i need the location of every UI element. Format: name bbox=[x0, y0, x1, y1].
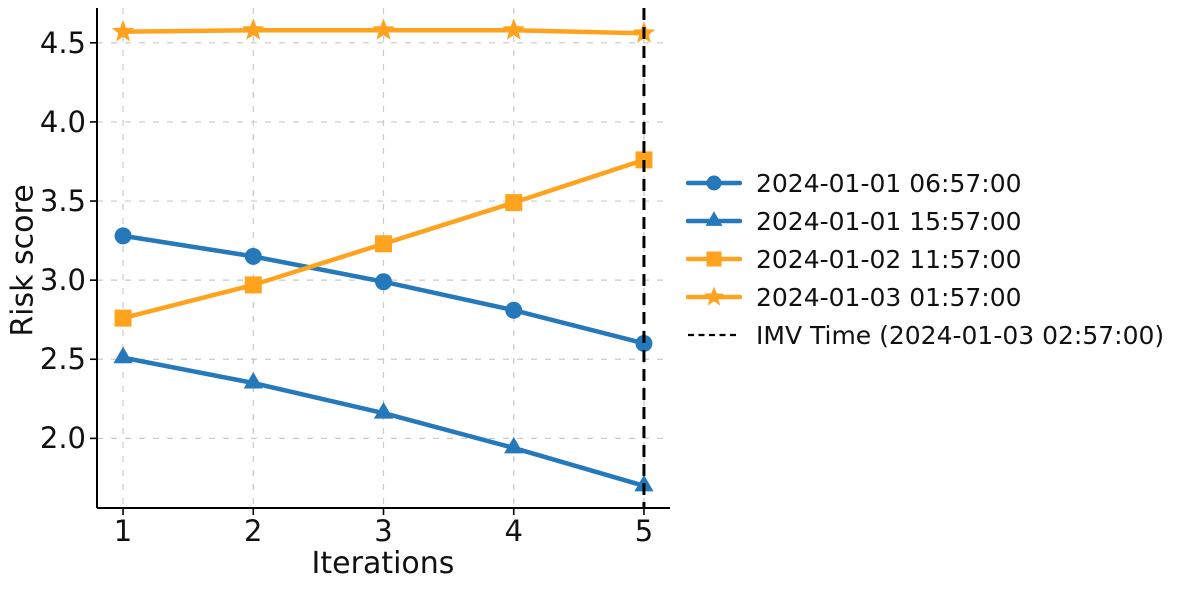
legend: 2024-01-01 06:57:00 2024-01-01 15:57:00 20… bbox=[686, 164, 1164, 354]
series-square bbox=[114, 151, 653, 327]
circle-marker bbox=[505, 301, 523, 319]
legend-sample-triangle bbox=[686, 211, 742, 226]
square-marker bbox=[706, 251, 722, 267]
legend-label: 2024-01-01 15:57:00 bbox=[756, 206, 1022, 236]
triangle-marker bbox=[113, 346, 133, 364]
legend-sample-star bbox=[686, 286, 742, 306]
legend-sample-square bbox=[686, 251, 742, 267]
x-tick-label: 3 bbox=[374, 514, 393, 548]
x-tick-label: 1 bbox=[113, 514, 133, 548]
x-tick-label: 4 bbox=[504, 514, 523, 548]
square-marker bbox=[244, 276, 262, 294]
legend-item-star: 2024-01-03 01:57:00 bbox=[686, 278, 1164, 316]
square-marker bbox=[505, 194, 523, 212]
x-tick-label: 2 bbox=[244, 514, 263, 548]
triangle-marker bbox=[243, 371, 263, 389]
x-axis-label: Iterations bbox=[311, 546, 455, 581]
square-marker bbox=[114, 309, 132, 327]
legend-item-imv-time: IMV Time (2024-01-03 02:57:00) bbox=[686, 316, 1164, 354]
legend-label: 2024-01-03 01:57:00 bbox=[756, 282, 1022, 312]
square-marker bbox=[375, 235, 392, 253]
square-marker bbox=[635, 151, 653, 169]
triangle-marker bbox=[705, 211, 723, 226]
star-marker bbox=[704, 286, 724, 306]
legend-item-square: 2024-01-02 11:57:00 bbox=[686, 240, 1164, 278]
legend-label: IMV Time (2024-01-03 02:57:00) bbox=[756, 320, 1165, 350]
star-marker bbox=[111, 19, 135, 42]
y-tick-label: 4.5 bbox=[39, 25, 86, 60]
y-tick-label: 3.5 bbox=[39, 184, 86, 219]
triangle-marker bbox=[504, 436, 524, 454]
y-tick-label: 2.5 bbox=[39, 342, 86, 377]
circle-marker bbox=[375, 273, 392, 291]
star-marker bbox=[242, 18, 265, 40]
legend-sample-circle bbox=[686, 175, 742, 191]
series-circle bbox=[114, 227, 653, 352]
y-tick-label: 3.0 bbox=[39, 263, 86, 298]
legend-label: 2024-01-01 06:57:00 bbox=[756, 168, 1022, 198]
y-tick-label: 2.0 bbox=[39, 421, 86, 456]
circle-marker bbox=[244, 247, 262, 265]
star-marker bbox=[502, 18, 525, 40]
legend-sample-imv-time bbox=[688, 333, 740, 337]
legend-item-triangle: 2024-01-01 15:57:00 bbox=[686, 202, 1164, 240]
x-tick-label: 5 bbox=[634, 514, 654, 548]
legend-item-circle: 2024-01-01 06:57:00 bbox=[686, 164, 1164, 202]
legend-label: 2024-01-02 11:57:00 bbox=[756, 244, 1022, 274]
circle-marker bbox=[635, 334, 653, 352]
y-tick-label: 4.0 bbox=[39, 104, 86, 139]
star-marker bbox=[372, 18, 395, 40]
triangle-marker bbox=[373, 402, 394, 419]
circle-marker bbox=[114, 227, 132, 245]
circle-marker bbox=[706, 175, 722, 191]
